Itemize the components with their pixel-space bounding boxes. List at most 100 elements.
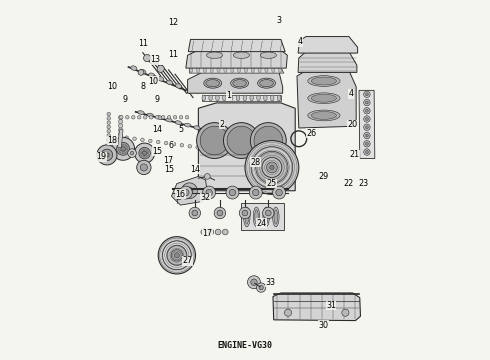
Ellipse shape <box>140 152 143 154</box>
Ellipse shape <box>209 95 212 101</box>
Ellipse shape <box>203 67 206 72</box>
Text: 8: 8 <box>140 82 146 91</box>
Ellipse shape <box>140 69 146 74</box>
Ellipse shape <box>148 73 155 78</box>
Ellipse shape <box>308 93 340 104</box>
Text: 3: 3 <box>276 16 282 25</box>
Polygon shape <box>186 50 287 68</box>
Circle shape <box>364 91 370 98</box>
Circle shape <box>140 164 147 171</box>
Ellipse shape <box>260 52 276 58</box>
Circle shape <box>204 147 207 150</box>
Text: 11: 11 <box>168 50 178 59</box>
Text: 23: 23 <box>358 179 368 188</box>
Circle shape <box>158 237 196 274</box>
Ellipse shape <box>263 207 270 227</box>
Circle shape <box>117 142 129 155</box>
Circle shape <box>364 99 370 106</box>
Circle shape <box>119 153 122 157</box>
Circle shape <box>188 144 192 148</box>
Text: 26: 26 <box>306 129 317 138</box>
Circle shape <box>137 116 141 119</box>
Ellipse shape <box>156 116 163 120</box>
Text: 24: 24 <box>256 219 266 228</box>
Circle shape <box>250 123 286 158</box>
Circle shape <box>138 69 144 75</box>
Circle shape <box>249 186 262 199</box>
Ellipse shape <box>125 148 128 150</box>
Text: 22: 22 <box>344 179 354 188</box>
Text: 4: 4 <box>298 37 303 46</box>
Circle shape <box>107 142 111 146</box>
Text: 29: 29 <box>319 172 329 181</box>
Circle shape <box>149 116 153 119</box>
Circle shape <box>204 174 210 179</box>
Ellipse shape <box>236 95 240 101</box>
Circle shape <box>366 101 368 104</box>
Ellipse shape <box>216 95 219 101</box>
Ellipse shape <box>146 151 148 153</box>
Ellipse shape <box>260 80 273 87</box>
Ellipse shape <box>119 147 121 148</box>
Text: 10: 10 <box>148 77 159 86</box>
Circle shape <box>131 116 135 119</box>
Circle shape <box>107 121 111 125</box>
Ellipse shape <box>145 155 146 157</box>
Circle shape <box>119 149 122 153</box>
Ellipse shape <box>147 152 149 154</box>
Ellipse shape <box>202 95 205 101</box>
Text: 31: 31 <box>326 301 336 310</box>
Circle shape <box>119 124 122 128</box>
Circle shape <box>259 285 263 290</box>
Circle shape <box>242 210 248 216</box>
Text: 15: 15 <box>165 165 175 174</box>
Ellipse shape <box>233 52 249 58</box>
Circle shape <box>183 189 189 196</box>
Circle shape <box>192 210 197 216</box>
Text: 16: 16 <box>175 190 185 199</box>
Circle shape <box>137 160 151 175</box>
Ellipse shape <box>265 67 268 72</box>
Circle shape <box>112 137 135 160</box>
Polygon shape <box>188 72 283 93</box>
Circle shape <box>143 151 147 155</box>
Ellipse shape <box>206 52 222 58</box>
Text: 33: 33 <box>265 278 275 287</box>
Circle shape <box>229 189 236 196</box>
Ellipse shape <box>308 110 340 121</box>
Circle shape <box>208 229 214 235</box>
Polygon shape <box>190 67 284 73</box>
Ellipse shape <box>146 154 147 157</box>
Circle shape <box>186 187 193 194</box>
Ellipse shape <box>274 210 278 224</box>
Circle shape <box>119 140 122 145</box>
Text: 14: 14 <box>190 165 200 174</box>
Circle shape <box>272 186 286 199</box>
Ellipse shape <box>270 95 274 101</box>
Ellipse shape <box>222 95 226 101</box>
Polygon shape <box>118 130 123 148</box>
Ellipse shape <box>143 149 145 151</box>
Ellipse shape <box>271 67 275 72</box>
Circle shape <box>285 309 292 316</box>
Text: 17: 17 <box>202 229 212 238</box>
Circle shape <box>144 54 151 62</box>
Ellipse shape <box>184 123 191 127</box>
Circle shape <box>180 143 184 147</box>
Circle shape <box>175 193 182 200</box>
Circle shape <box>366 142 368 145</box>
Text: 12: 12 <box>168 18 178 27</box>
Circle shape <box>206 189 212 196</box>
Ellipse shape <box>142 150 144 152</box>
Ellipse shape <box>124 150 127 153</box>
Ellipse shape <box>120 150 122 153</box>
Circle shape <box>161 116 165 119</box>
Circle shape <box>276 189 282 196</box>
Text: 30: 30 <box>319 321 329 330</box>
Ellipse shape <box>253 207 260 227</box>
Ellipse shape <box>147 113 153 117</box>
Ellipse shape <box>251 67 254 72</box>
Ellipse shape <box>311 94 337 102</box>
Text: 1: 1 <box>226 91 231 100</box>
Circle shape <box>256 283 266 292</box>
